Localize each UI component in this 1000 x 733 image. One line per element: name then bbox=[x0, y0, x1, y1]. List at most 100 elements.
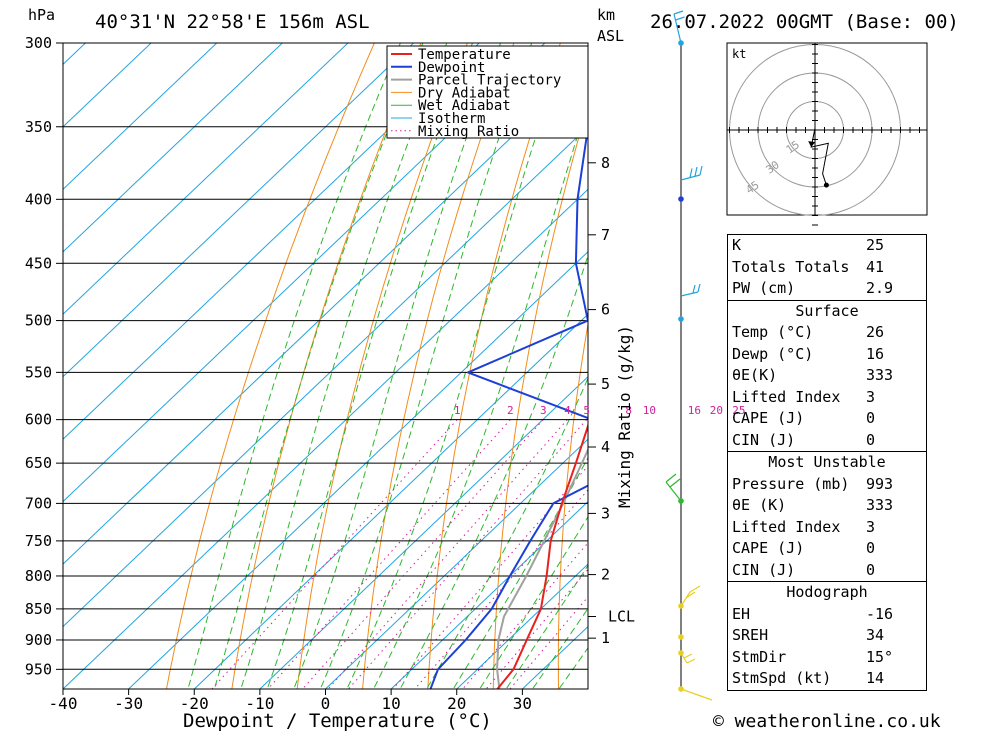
mixing-ratio-label: 20 bbox=[710, 404, 723, 417]
mixing-ratio-label: 4 bbox=[564, 404, 571, 417]
index-value: 14 bbox=[866, 669, 885, 687]
pressure-axis: 300 350 400 450 500 550 600 650 700 750 800 850 900 9… bbox=[25, 34, 63, 678]
wind-level-dot bbox=[678, 316, 684, 322]
index-label: Pressure (mb) bbox=[732, 474, 850, 493]
pressure-tick-label: 750 bbox=[25, 532, 52, 550]
index-label: Lifted Index bbox=[732, 387, 841, 406]
legend-entry: Temperature bbox=[418, 47, 511, 63]
dry-adiabat-line bbox=[557, 321, 588, 689]
hodograph-end-dot bbox=[823, 182, 829, 188]
hodograph-ring-label: 15 bbox=[784, 138, 802, 156]
index-value: 3 bbox=[866, 387, 876, 406]
height-tick-label: 3 bbox=[601, 504, 610, 522]
dry-adiabat-line bbox=[965, 0, 1000, 697]
height-tick-label: 7 bbox=[601, 226, 610, 244]
pressure-tick-label: 650 bbox=[25, 454, 52, 472]
copyright-label: © weatheronline.co.uk bbox=[713, 711, 941, 732]
height-tick-label: 5 bbox=[601, 375, 610, 393]
temperature-tick-label: -40 bbox=[49, 694, 78, 713]
temperature-tick-label: 10 bbox=[381, 694, 400, 713]
legend-entry: Mixing Ratio bbox=[418, 124, 519, 140]
dewpoint-line bbox=[429, 124, 588, 689]
surface-box: Surface Temp (°C) 26 Dewp (°C) 16 θE(K) 333 Lif… bbox=[727, 300, 927, 452]
legend-entry: Parcel Trajectory bbox=[418, 73, 561, 89]
index-value: 15° bbox=[866, 647, 894, 666]
index-row: EH -16 bbox=[728, 604, 926, 626]
wind-level-dot bbox=[678, 634, 684, 640]
mixing-ratio-line bbox=[302, 419, 544, 689]
index-row: SREH 34 bbox=[728, 625, 926, 647]
isotherm-line bbox=[63, 63, 588, 565]
mixing-ratio-axis-title: Mixing Ratio (g/kg) bbox=[615, 325, 634, 508]
index-row: Pressure (mb) 993 bbox=[728, 474, 926, 496]
index-label: Lifted Index bbox=[732, 517, 841, 536]
hodograph-box: Hodograph EH -16 SREH 34 StmDir 15° StmSpd (kt)… bbox=[727, 582, 927, 691]
index-row: CAPE (J) 0 bbox=[728, 538, 926, 560]
isotherm-line bbox=[63, 188, 588, 689]
legend-entry: Wet Adiabat bbox=[418, 98, 511, 114]
index-row: θE (K) 333 bbox=[728, 495, 926, 517]
index-row: θE(K) 333 bbox=[728, 365, 926, 387]
mixing-ratio-line bbox=[509, 596, 588, 689]
mixing-ratio-label: 3 bbox=[540, 404, 547, 417]
temperature-line bbox=[496, 422, 588, 689]
x-axis-title: Dewpoint / Temperature (°C) bbox=[183, 710, 492, 732]
index-value: 0 bbox=[866, 560, 876, 579]
pressure-tick-label: 800 bbox=[25, 567, 52, 585]
wind-barb bbox=[680, 165, 703, 181]
hodograph-ring-label: 30 bbox=[764, 158, 782, 176]
temperature-tick-label: 30 bbox=[513, 694, 532, 713]
storm-motion-marker bbox=[808, 141, 816, 148]
index-value: 26 bbox=[866, 323, 885, 341]
wet-adiabat-line bbox=[293, 43, 502, 689]
dry-adiabat-line bbox=[622, 0, 736, 697]
dry-adiabat-line bbox=[427, 43, 561, 689]
wet-adiabat-line bbox=[266, 43, 474, 689]
index-value: 25 bbox=[866, 236, 885, 254]
index-row: PW (cm) 2.9 bbox=[728, 278, 926, 300]
index-label: θE(K) bbox=[732, 366, 778, 384]
wet-adiabat-line bbox=[399, 253, 588, 689]
index-label: SREH bbox=[732, 626, 769, 644]
temperature-tick-label: 0 bbox=[321, 694, 331, 713]
height-tick-label: LCL bbox=[608, 608, 635, 626]
mixing-ratio-labels: 1 2 3 4 5 8 10 16 20 25 bbox=[454, 404, 746, 417]
index-row: CAPE (J) 0 bbox=[728, 408, 926, 430]
index-label: θE (K) bbox=[732, 496, 787, 514]
temperature-tick-label: -10 bbox=[245, 694, 274, 713]
height-tick-label: 6 bbox=[601, 301, 610, 319]
legend-entry: Isotherm bbox=[418, 111, 485, 127]
pressure-tick-label: 350 bbox=[25, 118, 52, 136]
index-value: 16 bbox=[866, 344, 885, 363]
wet-adiabat-line bbox=[240, 43, 448, 689]
pressure-tick-label: 400 bbox=[25, 190, 52, 208]
hodograph-unit-label: kt bbox=[732, 47, 746, 61]
wet-adiabat-line bbox=[505, 564, 588, 689]
dry-adiabat-line bbox=[492, 103, 588, 689]
index-label: StmSpd (kt) bbox=[732, 669, 832, 687]
indices-box: K 25 Totals Totals 41 PW (cm) 2.9 bbox=[727, 234, 927, 301]
legend-entry: Dry Adiabat bbox=[418, 85, 511, 101]
mixing-ratio-label: 10 bbox=[643, 404, 656, 417]
sounding-profiles bbox=[429, 124, 588, 689]
wind-barb bbox=[680, 283, 701, 297]
wind-barb bbox=[680, 652, 696, 664]
index-value: 333 bbox=[866, 496, 894, 514]
mixing-ratio-line bbox=[327, 419, 568, 689]
section-title: Surface bbox=[795, 301, 859, 320]
index-value: 34 bbox=[866, 626, 885, 644]
isotherm-line bbox=[63, 43, 218, 191]
wind-barb bbox=[665, 473, 682, 502]
mixing-ratio-label: 5 bbox=[583, 404, 590, 417]
most-unstable-box: Most Unstable Pressure (mb) 993 θE (K) 333 Li… bbox=[727, 452, 927, 582]
height-axis: 8 7 6 5 4 3 2 LCL 1 bbox=[588, 154, 635, 647]
index-value: -16 bbox=[866, 604, 894, 623]
index-row: CIN (J) 0 bbox=[728, 560, 926, 582]
index-row: K 25 bbox=[728, 235, 926, 257]
mixing-ratio-label: 16 bbox=[688, 404, 701, 417]
pressure-tick-label: 700 bbox=[25, 494, 52, 512]
isotherm-line bbox=[63, 43, 87, 66]
index-label: CIN (J) bbox=[732, 560, 796, 579]
